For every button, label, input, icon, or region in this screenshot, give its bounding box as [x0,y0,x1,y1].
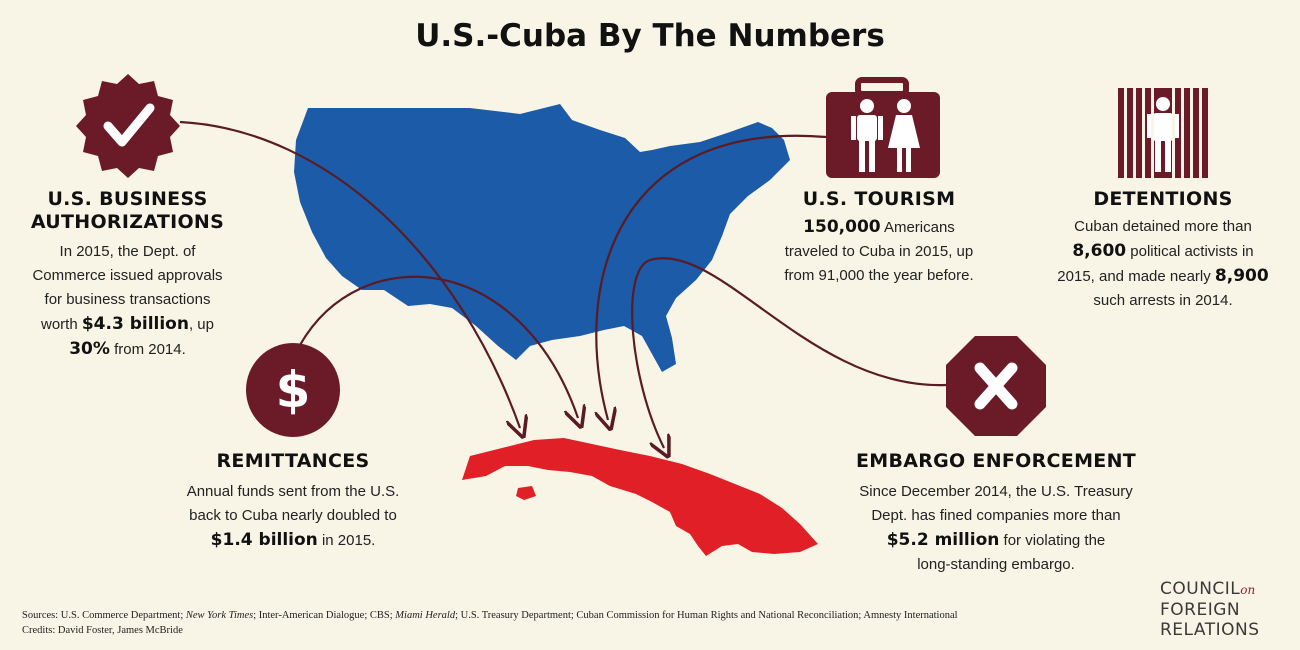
sources-line: Sources: U.S. Commerce Department; New Y… [22,610,958,621]
tourism-heading: U.S. TOURISM [802,188,956,210]
tourism-body: 150,000 Americans traveled to Cuba in 20… [784,217,974,284]
embargo-body: Since December 2014, the U.S. Treasury D… [859,483,1133,573]
remittances-amount: $1.4 billion [210,530,318,550]
detentions-2014-count: 8,900 [1214,266,1269,286]
sources-footer: Sources: U.S. Commerce Department; New Y… [22,608,958,638]
embargo-heading: EMBARGO ENFORCEMENT [855,450,1137,472]
remittances-body: Annual funds sent from the U.S. back to … [186,483,400,550]
tourism-section: U.S. TOURISM 150,000 Americans traveled … [770,188,988,288]
connector-arrows [179,120,947,448]
usa-map [294,104,790,372]
page-title: U.S.-Cuba By The Numbers [415,18,885,54]
business-body: In 2015, the Dept. of Commerce issued ap… [32,243,223,359]
dollar-circle-icon [246,343,340,437]
business-amount: $4.3 billion [81,314,189,334]
prisoner-bars-icon [1118,88,1208,178]
tourism-count: 150,000 [803,217,881,237]
cfr-logo: COUNCILon FOREIGN RELATIONS [1160,579,1260,640]
cuba-map [462,438,818,556]
checkmark-badge-icon [76,74,180,178]
business-section: U.S. BUSINESS AUTHORIZATIONS In 2015, th… [20,188,235,362]
arrow-tourism [596,134,827,420]
credits-line: Credits: David Foster, James McBride [22,625,183,636]
remittances-section: REMITTANCES Annual funds sent from the U… [170,450,416,553]
detentions-heading: DETENTIONS [1093,188,1233,210]
embargo-fine-amount: $5.2 million [886,530,1000,550]
arrow-embargo [631,257,947,448]
dollar-glyph: $ [275,361,311,419]
detentions-section: DETENTIONS Cuban detained more than 8,60… [1048,188,1278,313]
arrow-remittances [299,275,578,418]
suitcase-travelers-icon [826,77,940,178]
isle-of-youth [516,486,536,500]
business-growth: 30% [69,339,110,359]
detentions-body: Cuban detained more than 8,600 political… [1057,218,1269,309]
x-octagon-icon [946,336,1046,436]
arrow-business [179,120,520,428]
detentions-2015-count: 8,600 [1072,241,1127,261]
business-heading: U.S. BUSINESS AUTHORIZATIONS [30,188,225,233]
embargo-section: EMBARGO ENFORCEMENT Since December 2014,… [840,450,1152,577]
remittances-heading: REMITTANCES [216,450,370,472]
